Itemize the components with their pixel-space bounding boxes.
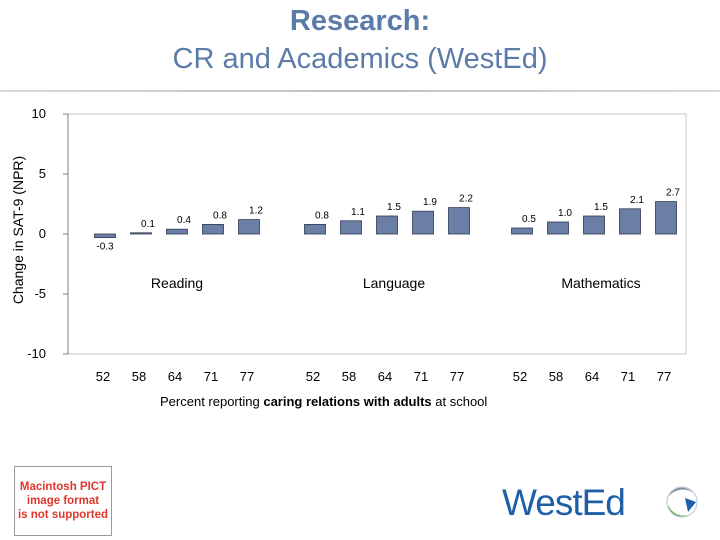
bar bbox=[583, 215, 605, 235]
bar bbox=[619, 208, 641, 235]
bar bbox=[376, 215, 398, 235]
bar bbox=[94, 233, 116, 238]
bar-value-label: 0.5 bbox=[522, 214, 536, 225]
bar-value-label: 2.7 bbox=[666, 188, 680, 199]
x-tick-label: 58 bbox=[549, 369, 563, 384]
bar bbox=[166, 228, 188, 235]
bar bbox=[238, 219, 260, 235]
bar bbox=[547, 221, 569, 235]
y-tick-label: -10 bbox=[27, 346, 46, 361]
bar-value-label: 2.1 bbox=[630, 195, 644, 206]
caption-prefix: Percent reporting bbox=[160, 394, 264, 409]
bar bbox=[304, 223, 326, 235]
x-tick-label: 58 bbox=[132, 369, 146, 384]
bar-value-label: 2.2 bbox=[459, 194, 473, 205]
bar bbox=[448, 207, 470, 235]
x-tick-label: 77 bbox=[657, 369, 671, 384]
caption-suffix: at school bbox=[431, 394, 488, 409]
x-tick-label: 71 bbox=[204, 369, 218, 384]
group-label: Mathematics bbox=[561, 275, 640, 291]
x-tick-label: 64 bbox=[168, 369, 182, 384]
logo-wordmark: WestEd bbox=[502, 482, 625, 523]
title-divider bbox=[0, 90, 720, 92]
logo-globe-icon bbox=[666, 486, 698, 518]
bar-value-label: 1.9 bbox=[423, 197, 437, 208]
bar bbox=[202, 223, 224, 235]
bar bbox=[340, 220, 362, 235]
slide-subtitle: CR and Academics (WestEd) bbox=[172, 43, 548, 75]
bar-value-label: 0.1 bbox=[141, 219, 155, 230]
group-label: Language bbox=[363, 275, 426, 291]
x-tick-label: 52 bbox=[306, 369, 320, 384]
x-tick-label: 71 bbox=[621, 369, 635, 384]
group-label: Reading bbox=[151, 275, 203, 291]
x-tick-label: 71 bbox=[414, 369, 428, 384]
x-tick-label: 58 bbox=[342, 369, 356, 384]
bar-value-label: 1.0 bbox=[558, 208, 572, 219]
y-tick-label: 10 bbox=[32, 106, 46, 121]
placeholder-text: Macintosh PICT image format is not suppo… bbox=[17, 481, 109, 521]
bar-value-label: 0.8 bbox=[213, 210, 227, 221]
bar-value-label: 1.1 bbox=[351, 207, 365, 218]
wested-logo: WestEd bbox=[502, 482, 698, 523]
x-tick-label: 77 bbox=[240, 369, 254, 384]
bar-value-label: 1.2 bbox=[249, 206, 263, 217]
bar-value-label: 1.5 bbox=[594, 202, 608, 213]
x-tick-label: 77 bbox=[450, 369, 464, 384]
bar-value-label: 0.8 bbox=[315, 210, 329, 221]
bar bbox=[655, 201, 677, 235]
x-tick-label: 64 bbox=[585, 369, 599, 384]
bar-value-label: 1.5 bbox=[387, 202, 401, 213]
x-tick-label: 52 bbox=[513, 369, 527, 384]
x-axis-caption: Percent reporting caring relations with … bbox=[160, 394, 487, 409]
bar bbox=[130, 232, 152, 235]
slide-title: Research: bbox=[289, 5, 431, 37]
x-tick-label: 64 bbox=[378, 369, 392, 384]
bar bbox=[511, 227, 533, 235]
y-tick-label: 0 bbox=[39, 226, 46, 241]
bar bbox=[412, 210, 434, 235]
bar-value-label: -0.3 bbox=[96, 242, 114, 253]
x-tick-label: 52 bbox=[96, 369, 110, 384]
unsupported-image-placeholder: Macintosh PICT image format is not suppo… bbox=[14, 466, 112, 536]
caption-emphasis: caring relations with adults bbox=[263, 394, 432, 409]
y-tick-label: -5 bbox=[34, 286, 46, 301]
y-tick-label: 5 bbox=[39, 166, 46, 181]
source-note: Source: California Healthy Kids Survey &… bbox=[213, 421, 495, 433]
bar-value-label: 0.4 bbox=[177, 215, 191, 226]
